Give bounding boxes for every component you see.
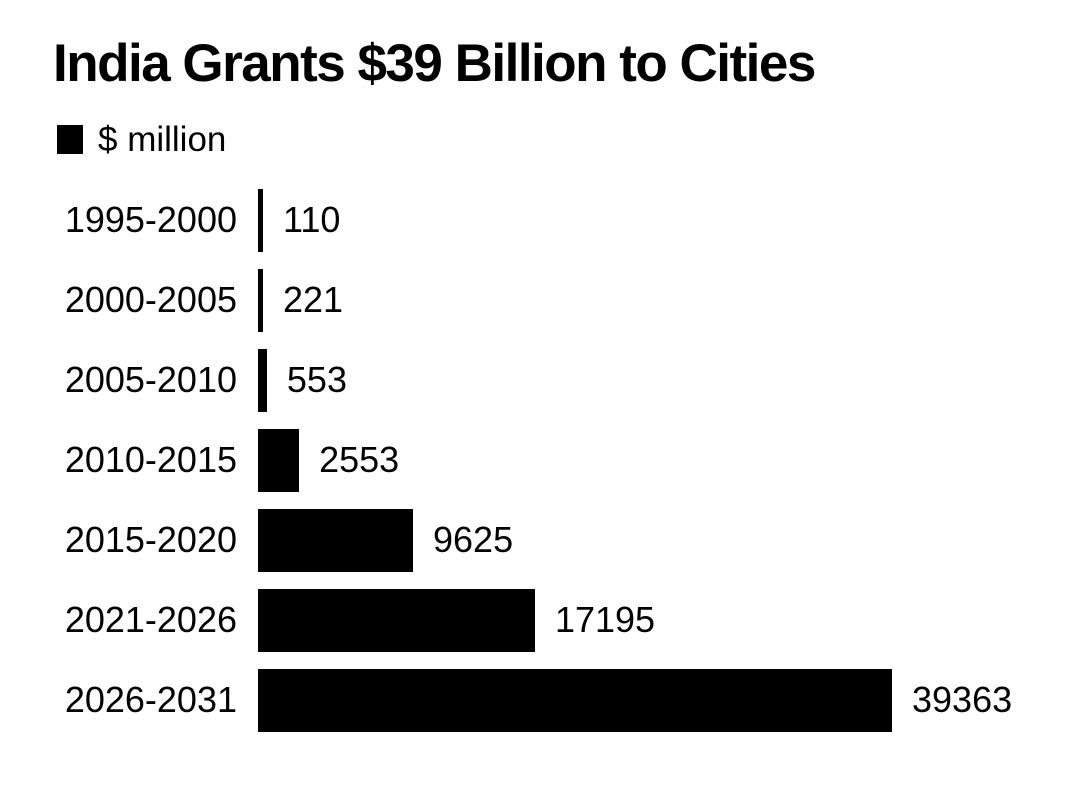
legend: $ million xyxy=(57,122,226,157)
category-label: 2021-2026 xyxy=(64,599,237,640)
bar xyxy=(258,588,535,652)
bar-row: 2021-2026 17195 xyxy=(0,580,1080,660)
bar xyxy=(258,188,263,252)
value-label: 2553 xyxy=(319,439,400,480)
bar-row: 2010-2015 2553 xyxy=(0,420,1080,500)
bar xyxy=(258,268,263,332)
value-label: 553 xyxy=(286,359,347,400)
value-label: 110 xyxy=(283,199,341,240)
legend-swatch-icon xyxy=(57,125,83,154)
chart-title: India Grants $39 Billion to Cities xyxy=(53,34,816,93)
category-label: 2000-2005 xyxy=(64,279,237,320)
value-label: 221 xyxy=(283,279,344,320)
category-label: 2010-2015 xyxy=(64,439,237,480)
bar-row: 2005-2010 553 xyxy=(0,340,1080,420)
value-label: 17195 xyxy=(554,599,656,640)
legend-label: $ million xyxy=(98,120,227,159)
bar-row: 1995-2000 110 xyxy=(0,180,1080,260)
bar xyxy=(258,428,300,492)
bar xyxy=(258,348,267,412)
category-label: 1995-2000 xyxy=(64,199,237,240)
bar-rows: 1995-2000 110 2000-2005 221 2005-2010 553 2010… xyxy=(0,180,1080,740)
value-label: 9625 xyxy=(433,519,514,560)
bar xyxy=(258,508,414,572)
category-label: 2015-2020 xyxy=(64,519,237,560)
bar-row: 2000-2005 221 xyxy=(0,260,1080,340)
bar-row: 2026-2031 39363 xyxy=(0,660,1080,740)
category-label: 2005-2010 xyxy=(64,359,237,400)
bar xyxy=(258,668,892,732)
category-label: 2026-2031 xyxy=(64,679,237,720)
value-label: 39363 xyxy=(912,679,1013,720)
bar-row: 2015-2020 9625 xyxy=(0,500,1080,580)
